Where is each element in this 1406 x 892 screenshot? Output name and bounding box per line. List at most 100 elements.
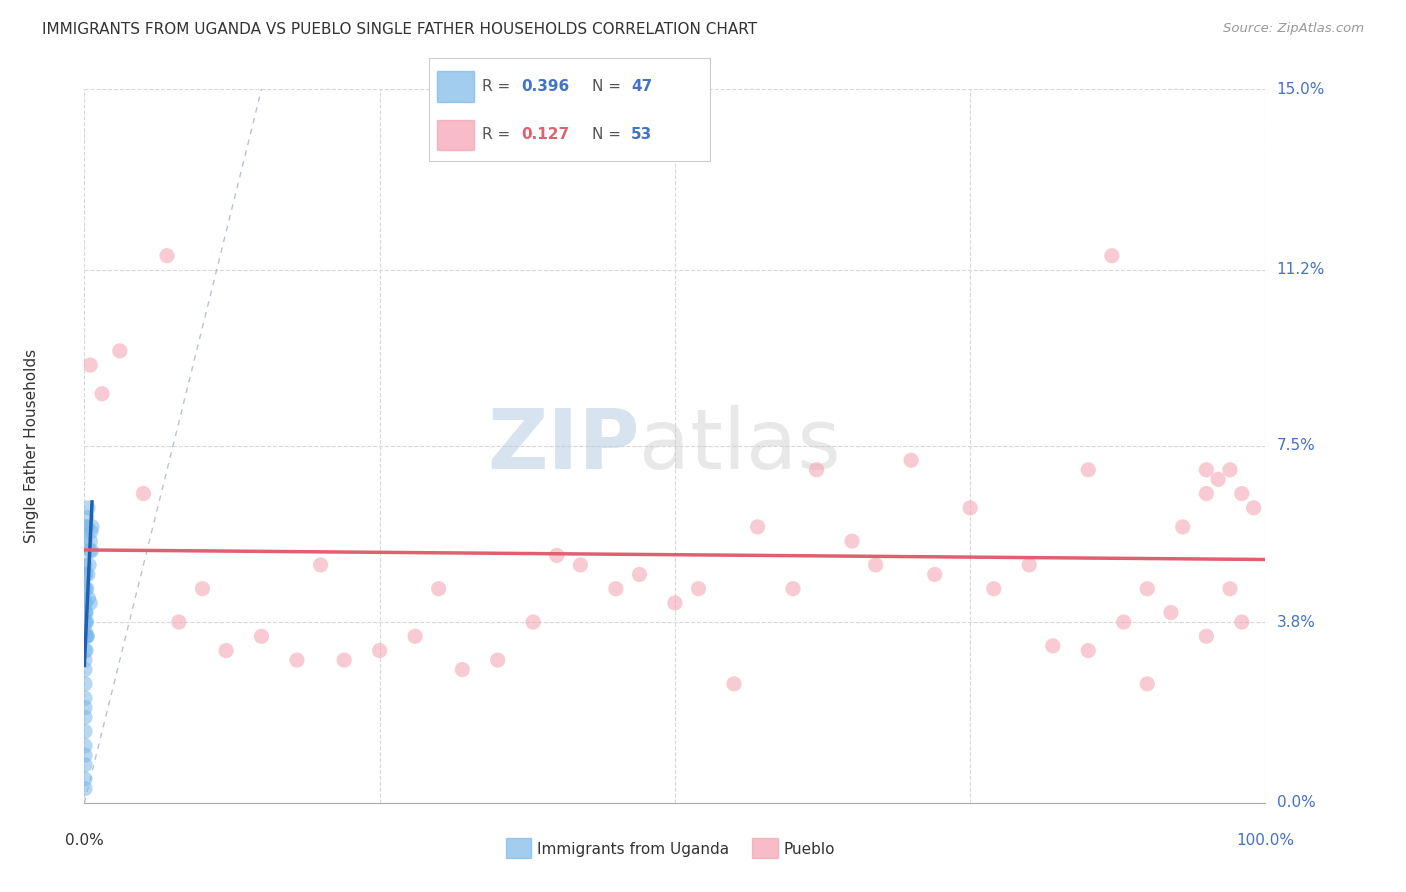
Point — [75, 520, 97, 534]
Text: ZIP: ZIP — [486, 406, 640, 486]
FancyBboxPatch shape — [437, 71, 474, 102]
Point — [76, 629, 98, 643]
Point — [1195, 486, 1218, 500]
Point — [80, 543, 103, 558]
Point — [73, 582, 96, 596]
Point — [73, 677, 96, 691]
Point — [333, 653, 356, 667]
Point — [73, 700, 96, 714]
Text: 7.5%: 7.5% — [1277, 439, 1315, 453]
Point — [924, 567, 946, 582]
Point — [75, 643, 97, 657]
Text: R =: R = — [482, 79, 516, 95]
Point — [73, 596, 96, 610]
Point — [486, 653, 509, 667]
Text: 11.2%: 11.2% — [1277, 262, 1324, 277]
Point — [73, 772, 96, 786]
Point — [806, 463, 828, 477]
Text: 47: 47 — [631, 79, 652, 95]
Point — [1195, 463, 1218, 477]
Point — [427, 582, 450, 596]
Point — [865, 558, 887, 572]
Text: 100.0%: 100.0% — [1236, 833, 1295, 848]
Point — [451, 663, 474, 677]
Point — [73, 653, 96, 667]
Point — [73, 710, 96, 724]
Point — [156, 249, 179, 263]
Point — [79, 543, 101, 558]
Point — [605, 582, 627, 596]
Text: Pueblo: Pueblo — [783, 842, 835, 856]
Point — [80, 520, 103, 534]
Text: 0.0%: 0.0% — [65, 833, 104, 848]
Text: IMMIGRANTS FROM UGANDA VS PUEBLO SINGLE FATHER HOUSEHOLDS CORRELATION CHART: IMMIGRANTS FROM UGANDA VS PUEBLO SINGLE … — [42, 22, 758, 37]
Point — [73, 567, 96, 582]
Text: 0.127: 0.127 — [522, 128, 569, 143]
Point — [1206, 472, 1229, 486]
Point — [80, 524, 103, 539]
Text: R =: R = — [482, 128, 516, 143]
Point — [1219, 463, 1241, 477]
Text: N =: N = — [592, 79, 626, 95]
Point — [959, 500, 981, 515]
Point — [368, 643, 391, 657]
Point — [1112, 615, 1135, 629]
Point — [569, 558, 592, 572]
Point — [73, 757, 96, 772]
Point — [76, 510, 98, 524]
Point — [73, 629, 96, 643]
Point — [1219, 582, 1241, 596]
Point — [75, 582, 97, 596]
Text: Source: ZipAtlas.com: Source: ZipAtlas.com — [1223, 22, 1364, 36]
Point — [1077, 643, 1099, 657]
Point — [91, 386, 114, 401]
Point — [522, 615, 544, 629]
Point — [1230, 486, 1253, 500]
Point — [1243, 500, 1265, 515]
Text: N =: N = — [592, 128, 626, 143]
Point — [628, 567, 651, 582]
Point — [73, 606, 96, 620]
Point — [285, 653, 308, 667]
Point — [77, 591, 100, 606]
Text: 15.0%: 15.0% — [1277, 82, 1324, 96]
Point — [77, 558, 100, 572]
Point — [79, 534, 101, 549]
Point — [79, 596, 101, 610]
Point — [900, 453, 922, 467]
Point — [546, 549, 568, 563]
Point — [1018, 558, 1040, 572]
Point — [1136, 677, 1159, 691]
Point — [75, 624, 97, 639]
Point — [723, 677, 745, 691]
Point — [215, 643, 238, 657]
Point — [77, 500, 100, 515]
Point — [983, 582, 1005, 596]
Point — [404, 629, 426, 643]
Point — [75, 606, 97, 620]
Point — [73, 748, 96, 763]
Point — [73, 724, 96, 739]
Point — [75, 567, 97, 582]
Point — [73, 558, 96, 572]
Text: 53: 53 — [631, 128, 652, 143]
Point — [75, 606, 97, 620]
Point — [73, 643, 96, 657]
Point — [76, 520, 98, 534]
Point — [1101, 249, 1123, 263]
Point — [688, 582, 710, 596]
Point — [664, 596, 686, 610]
Text: Single Father Households: Single Father Households — [24, 349, 39, 543]
Point — [250, 629, 273, 643]
Point — [1195, 629, 1218, 643]
Point — [76, 629, 98, 643]
Point — [1136, 582, 1159, 596]
Point — [191, 582, 214, 596]
Text: 0.0%: 0.0% — [1277, 796, 1315, 810]
Point — [73, 663, 96, 677]
Point — [1077, 463, 1099, 477]
Point — [73, 615, 96, 629]
Point — [75, 629, 97, 643]
Text: 3.8%: 3.8% — [1277, 615, 1316, 630]
Point — [108, 343, 131, 358]
